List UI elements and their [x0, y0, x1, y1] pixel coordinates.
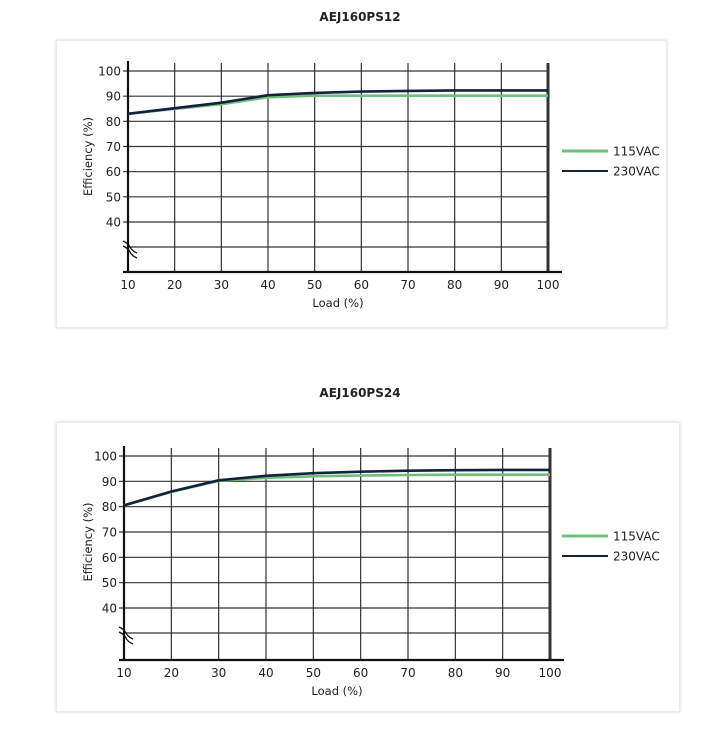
chart-title-1: AEJ160PS12 — [319, 10, 401, 24]
y-tick-label: 100 — [94, 450, 117, 464]
series-line-115vac — [123, 473, 550, 507]
efficiency-chart-1: 10 20 30 40 50 60 70 80 90 100 40 50 60 70 80 90 100 Load… — [81, 61, 660, 310]
chart-title-2: AEJ160PS24 — [319, 386, 401, 400]
chart-panel-1: 10 20 30 40 50 60 70 80 90 100 40 50 60 70 80 90 100 Load… — [56, 40, 667, 328]
legend-label-230vac: 230VAC — [613, 165, 660, 179]
x-tick-label: 70 — [400, 278, 415, 292]
y-tick-label: 60 — [106, 165, 121, 179]
x-tick-label: 50 — [306, 666, 321, 680]
x-tick-label: 10 — [116, 666, 131, 680]
x-tick-label: 90 — [495, 666, 510, 680]
x-tick-label: 10 — [120, 278, 135, 292]
x-tick-label: 80 — [447, 278, 462, 292]
y-tick-label: 40 — [102, 602, 117, 616]
x-tick-label: 100 — [537, 278, 560, 292]
legend: 115VAC 230VAC — [562, 530, 660, 564]
x-tick-label: 60 — [353, 666, 368, 680]
legend-label-115vac: 115VAC — [613, 530, 660, 544]
x-tick-label: 30 — [214, 278, 229, 292]
y-tick-label: 90 — [102, 475, 117, 489]
y-tick-label: 80 — [106, 115, 121, 129]
y-tick-label: 60 — [102, 551, 117, 565]
x-tick-label: 80 — [448, 666, 463, 680]
y-axis-title: Efficiency (%) — [81, 117, 95, 196]
y-tick-label: 80 — [102, 500, 117, 514]
series-line-230vac — [123, 468, 550, 507]
x-axis-title: Load (%) — [311, 684, 362, 698]
chart-panel-2: 10 20 30 40 50 60 70 80 90 100 40 50 60 70 80 90 100 Load… — [56, 422, 680, 712]
y-tick-label: 50 — [102, 576, 117, 590]
y-tick-label: 40 — [106, 216, 121, 230]
axis-break-icon — [122, 240, 138, 259]
y-tick-label: 90 — [106, 90, 121, 104]
y-axis-title: Efficiency (%) — [81, 503, 95, 582]
x-axis-title: Load (%) — [312, 296, 363, 310]
series-line-230vac — [127, 89, 548, 116]
x-tick-label: 100 — [539, 666, 562, 680]
x-tick-label: 40 — [258, 666, 273, 680]
x-tick-label: 20 — [164, 666, 179, 680]
legend: 115VAC 230VAC — [562, 145, 660, 179]
x-tick-label: 70 — [400, 666, 415, 680]
x-tick-label: 90 — [494, 278, 509, 292]
legend-label-230vac: 230VAC — [613, 550, 660, 564]
series-line-115vac — [127, 94, 548, 116]
x-tick-label: 50 — [307, 278, 322, 292]
x-tick-label: 60 — [354, 278, 369, 292]
y-tick-label: 70 — [102, 526, 117, 540]
legend-label-115vac: 115VAC — [613, 145, 660, 159]
axis-break-icon — [118, 626, 134, 645]
x-tick-label: 20 — [167, 278, 182, 292]
efficiency-chart-2: 10 20 30 40 50 60 70 80 90 100 40 50 60 70 80 90 100 Load… — [81, 446, 660, 698]
y-tick-label: 70 — [106, 140, 121, 154]
y-tick-label: 100 — [98, 65, 121, 79]
y-tick-label: 50 — [106, 190, 121, 204]
x-tick-label: 40 — [260, 278, 275, 292]
x-tick-label: 30 — [211, 666, 226, 680]
